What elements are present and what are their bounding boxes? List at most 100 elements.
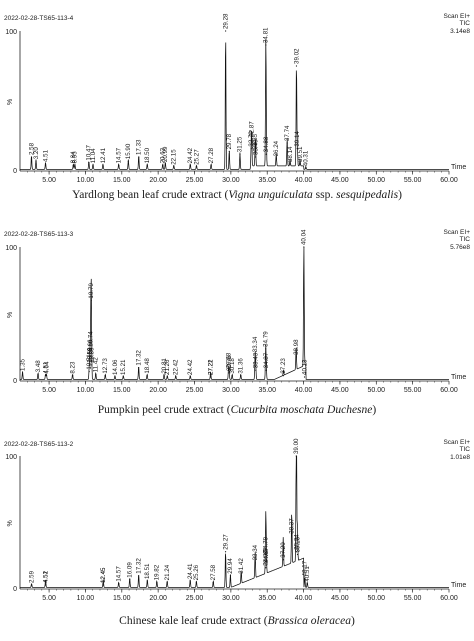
- peak-label: 2.59: [28, 570, 35, 583]
- x-tick-label: 45.00: [331, 387, 349, 394]
- x-tick-label: 35.00: [258, 177, 276, 184]
- peak-label: 4.64: [43, 361, 50, 374]
- x-tick-label: 35.00: [258, 595, 276, 602]
- peak-point: [163, 375, 165, 377]
- peak-label: 34.88: [263, 136, 270, 152]
- x-tick-label: 20.00: [149, 177, 167, 184]
- peak-point: [303, 246, 305, 248]
- sample-id: 2022-02-28-TS65-113-2: [4, 441, 74, 448]
- x-axis-label: Time: [451, 374, 466, 381]
- peak-label: 40.51: [304, 566, 311, 582]
- peak-point: [162, 164, 164, 166]
- scan-label: Scan EI+: [443, 229, 470, 236]
- peak-point: [156, 581, 158, 583]
- peak-label: 11.42: [93, 357, 100, 373]
- peak-point: [250, 148, 252, 150]
- peak-label: 34.79: [262, 536, 269, 552]
- peak-point: [90, 348, 92, 350]
- x-tick-label: 10.00: [77, 177, 95, 184]
- peak-label: 33.34: [252, 336, 259, 352]
- peak-label: 4.51: [42, 570, 49, 583]
- x-tick-label: 60.00: [440, 387, 458, 394]
- panel-caption: Chinese kale leaf crude extract (Brassic…: [119, 615, 355, 627]
- peak-label: 17.33: [136, 139, 143, 155]
- caption-part: Yardlong bean leaf crude extract (: [72, 189, 228, 201]
- caption-part: ssp.: [313, 189, 336, 201]
- peak-point: [240, 575, 242, 577]
- y-axis-label: %: [7, 99, 14, 105]
- peak-point: [90, 300, 92, 302]
- sample-id: 2022-02-28-TS65-113-3: [4, 231, 74, 238]
- peak-label: 33.43: [253, 352, 260, 368]
- x-tick-label: 40.00: [295, 595, 313, 602]
- peak-label: 14.57: [115, 147, 122, 163]
- peak-label: 18.48: [144, 358, 151, 374]
- peak-point: [138, 367, 140, 369]
- peak-label: 25.27: [193, 149, 200, 165]
- x-tick-label: 25.00: [186, 177, 204, 184]
- x-tick-label: 15.00: [113, 595, 131, 602]
- peak-point: [173, 166, 175, 168]
- caption-part: Cucurbita moschata Duchesne: [231, 404, 373, 416]
- peak-label: 38.37: [289, 518, 296, 534]
- peak-label: 22.42: [173, 359, 180, 375]
- caption-part: Pumpkin peel crude extract (: [98, 404, 231, 416]
- peak-label: 15.90: [125, 143, 132, 159]
- peak-point: [37, 373, 39, 375]
- peak-point: [295, 356, 297, 358]
- peak-point: [225, 30, 227, 32]
- tic-trace: [20, 246, 449, 380]
- peak-label: 33.34: [252, 544, 259, 560]
- peak-label: 29.28: [222, 13, 229, 29]
- peak-label: 31.42: [238, 558, 245, 574]
- peak-label: 33.35: [252, 133, 259, 149]
- caption-part: sesquipedalis: [336, 189, 398, 201]
- peak-point: [265, 564, 267, 566]
- peak-label: 34.81: [263, 27, 270, 43]
- peak-label: 40.13: [301, 359, 308, 375]
- caption-part: ): [351, 615, 355, 627]
- panel-caption: Yardlong bean leaf crude extract (Vigna …: [72, 189, 402, 201]
- peak-point: [212, 581, 214, 583]
- peak-point: [45, 375, 48, 377]
- x-tick-label: 40.00: [295, 177, 313, 184]
- caption-part: ): [372, 404, 376, 416]
- peak-point: [44, 584, 47, 586]
- peak-point: [254, 156, 257, 158]
- x-tick-label: 20.00: [149, 595, 167, 602]
- x-tick-label: 35.00: [258, 387, 276, 394]
- peak-point: [210, 376, 212, 378]
- peak-point: [44, 163, 47, 165]
- peak-label: 20.81: [161, 358, 168, 374]
- peak-point: [189, 164, 191, 166]
- peak-label: 21.24: [164, 564, 171, 580]
- peak-label: 29.78: [226, 133, 233, 149]
- peak-point: [30, 156, 33, 158]
- peak-point: [296, 148, 298, 150]
- peak-point: [138, 156, 140, 158]
- x-tick-label: 45.00: [331, 177, 349, 184]
- x-tick-label: 15.00: [113, 177, 131, 184]
- peak-point: [102, 164, 104, 166]
- peak-label: 25.26: [193, 564, 200, 580]
- tic-trace: [20, 39, 449, 170]
- x-tick-label: 50.00: [368, 177, 386, 184]
- x-tick-label: 50.00: [368, 387, 386, 394]
- peak-point: [265, 348, 267, 350]
- peak-point: [305, 167, 307, 169]
- peak-point: [102, 584, 104, 586]
- y-tick-label: 100: [5, 29, 17, 36]
- peak-label: 29.94: [227, 558, 234, 574]
- peak-point: [265, 369, 267, 371]
- peak-point: [304, 577, 306, 579]
- scan-label: Scan EI+: [443, 439, 470, 446]
- peak-point: [166, 581, 168, 583]
- peak-label: 20.63: [160, 147, 167, 163]
- peak-point: [265, 153, 267, 155]
- scan-label: Scan EI+: [443, 13, 470, 20]
- caption-part: Chinese kale leaf crude extract (: [119, 615, 268, 627]
- peak-point: [295, 455, 297, 457]
- peak-label: 39.04: [293, 534, 300, 550]
- peak-point: [74, 164, 76, 166]
- peak-label: 24.42: [187, 359, 194, 375]
